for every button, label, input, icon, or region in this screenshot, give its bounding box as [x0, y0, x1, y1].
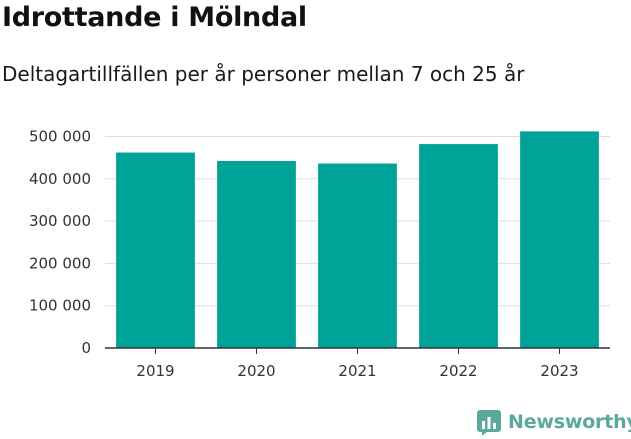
bar-2023	[520, 131, 599, 348]
brand-name: Newsworthy	[508, 411, 631, 433]
tick-labels: 0 100 000 200 000 300 000 400 000 500 000 2019…	[29, 127, 579, 380]
axes	[105, 347, 610, 354]
x-tick-label: 2023	[540, 362, 578, 380]
bar-2020	[217, 161, 296, 348]
x-tick-label: 2020	[237, 362, 275, 380]
x-tick-label: 2022	[439, 362, 477, 380]
x-tick-label: 2019	[136, 362, 174, 380]
y-tick-label: 400 000	[29, 170, 91, 188]
newsworthy-logo-icon	[477, 410, 501, 435]
bar-2019	[116, 152, 195, 348]
bar-2022	[419, 144, 498, 348]
y-tick-label: 100 000	[29, 297, 91, 315]
y-tick-label: 0	[81, 339, 91, 357]
y-tick-label: 200 000	[29, 254, 91, 272]
bar-2021	[318, 163, 397, 348]
x-tick-label: 2021	[338, 362, 376, 380]
chart-title: Idrottande i Mölndal	[2, 2, 307, 33]
y-tick-label: 300 000	[29, 212, 91, 230]
y-tick-label: 500 000	[29, 127, 91, 145]
bars	[116, 131, 599, 348]
brand-logo: Newsworthy	[476, 409, 631, 435]
chart-subtitle: Deltagartillfällen per år personer mella…	[2, 62, 525, 86]
